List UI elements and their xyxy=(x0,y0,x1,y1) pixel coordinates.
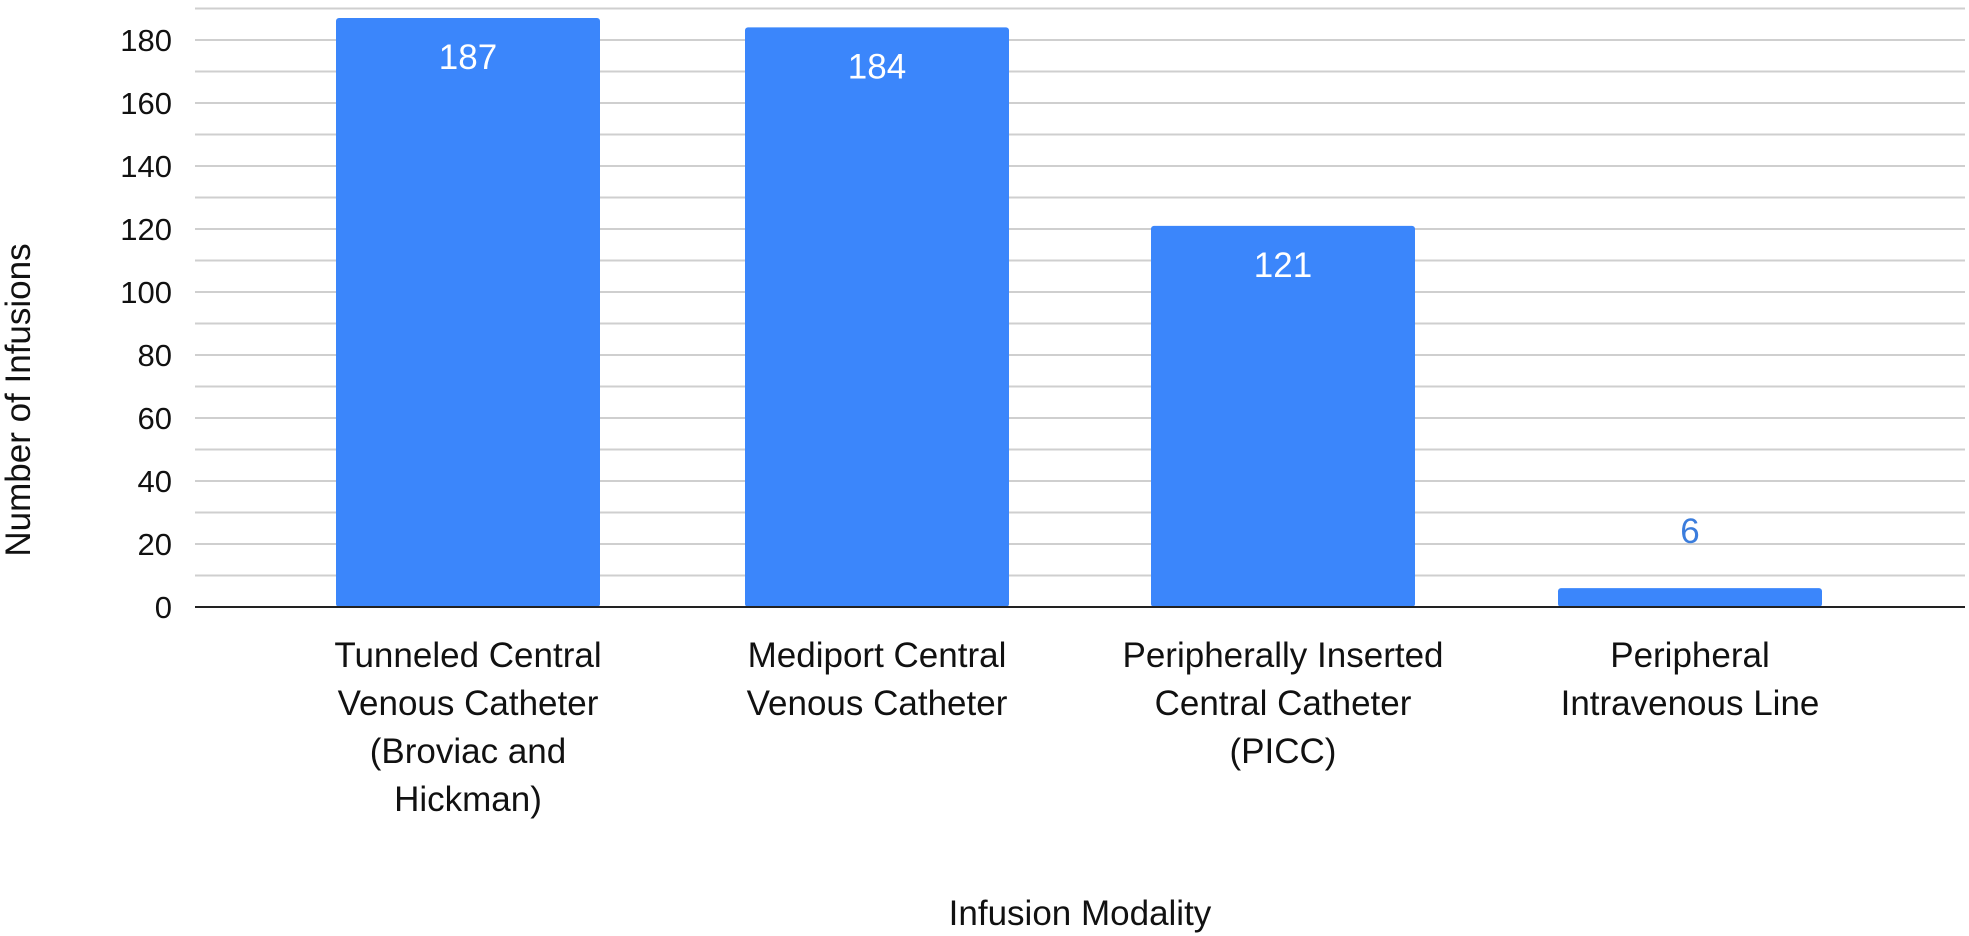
y-tick-label: 100 xyxy=(120,275,172,310)
bar xyxy=(1558,588,1822,607)
y-axis-ticks: 0 20 40 60 80 100 120 140 160 180 xyxy=(120,23,172,625)
bars: 187 184 121 6 xyxy=(336,17,1822,607)
y-tick-label: 20 xyxy=(138,527,172,562)
data-label: 184 xyxy=(848,47,906,86)
y-tick-label: 160 xyxy=(120,86,172,121)
y-axis-title: Number of Infusions xyxy=(0,243,38,556)
data-label: 121 xyxy=(1254,246,1312,285)
y-tick-label: 80 xyxy=(138,338,172,373)
x-category-label: Tunneled Central Venous Catheter (Broviac … xyxy=(334,636,601,819)
y-tick-label: 120 xyxy=(120,212,172,247)
y-tick-label: 140 xyxy=(120,149,172,184)
y-tick-label: 60 xyxy=(138,401,172,436)
data-label: 6 xyxy=(1680,512,1699,551)
bar xyxy=(336,17,600,607)
x-category-label: Mediport Central Venous Catheter xyxy=(747,636,1008,723)
bar xyxy=(1151,225,1415,607)
data-label: 187 xyxy=(439,38,497,77)
x-category-label: Peripherally Inserted Central Catheter (PI… xyxy=(1123,636,1444,771)
bar xyxy=(745,27,1009,607)
y-tick-label: 180 xyxy=(120,23,172,58)
y-tick-label: 40 xyxy=(138,464,172,499)
y-tick-label: 0 xyxy=(155,590,172,625)
x-axis-title: Infusion Modality xyxy=(949,894,1212,933)
x-category-label: Peripheral Intravenous Line xyxy=(1561,636,1820,723)
x-axis-categories: Tunneled Central Venous Catheter (Broviac … xyxy=(334,636,1819,819)
